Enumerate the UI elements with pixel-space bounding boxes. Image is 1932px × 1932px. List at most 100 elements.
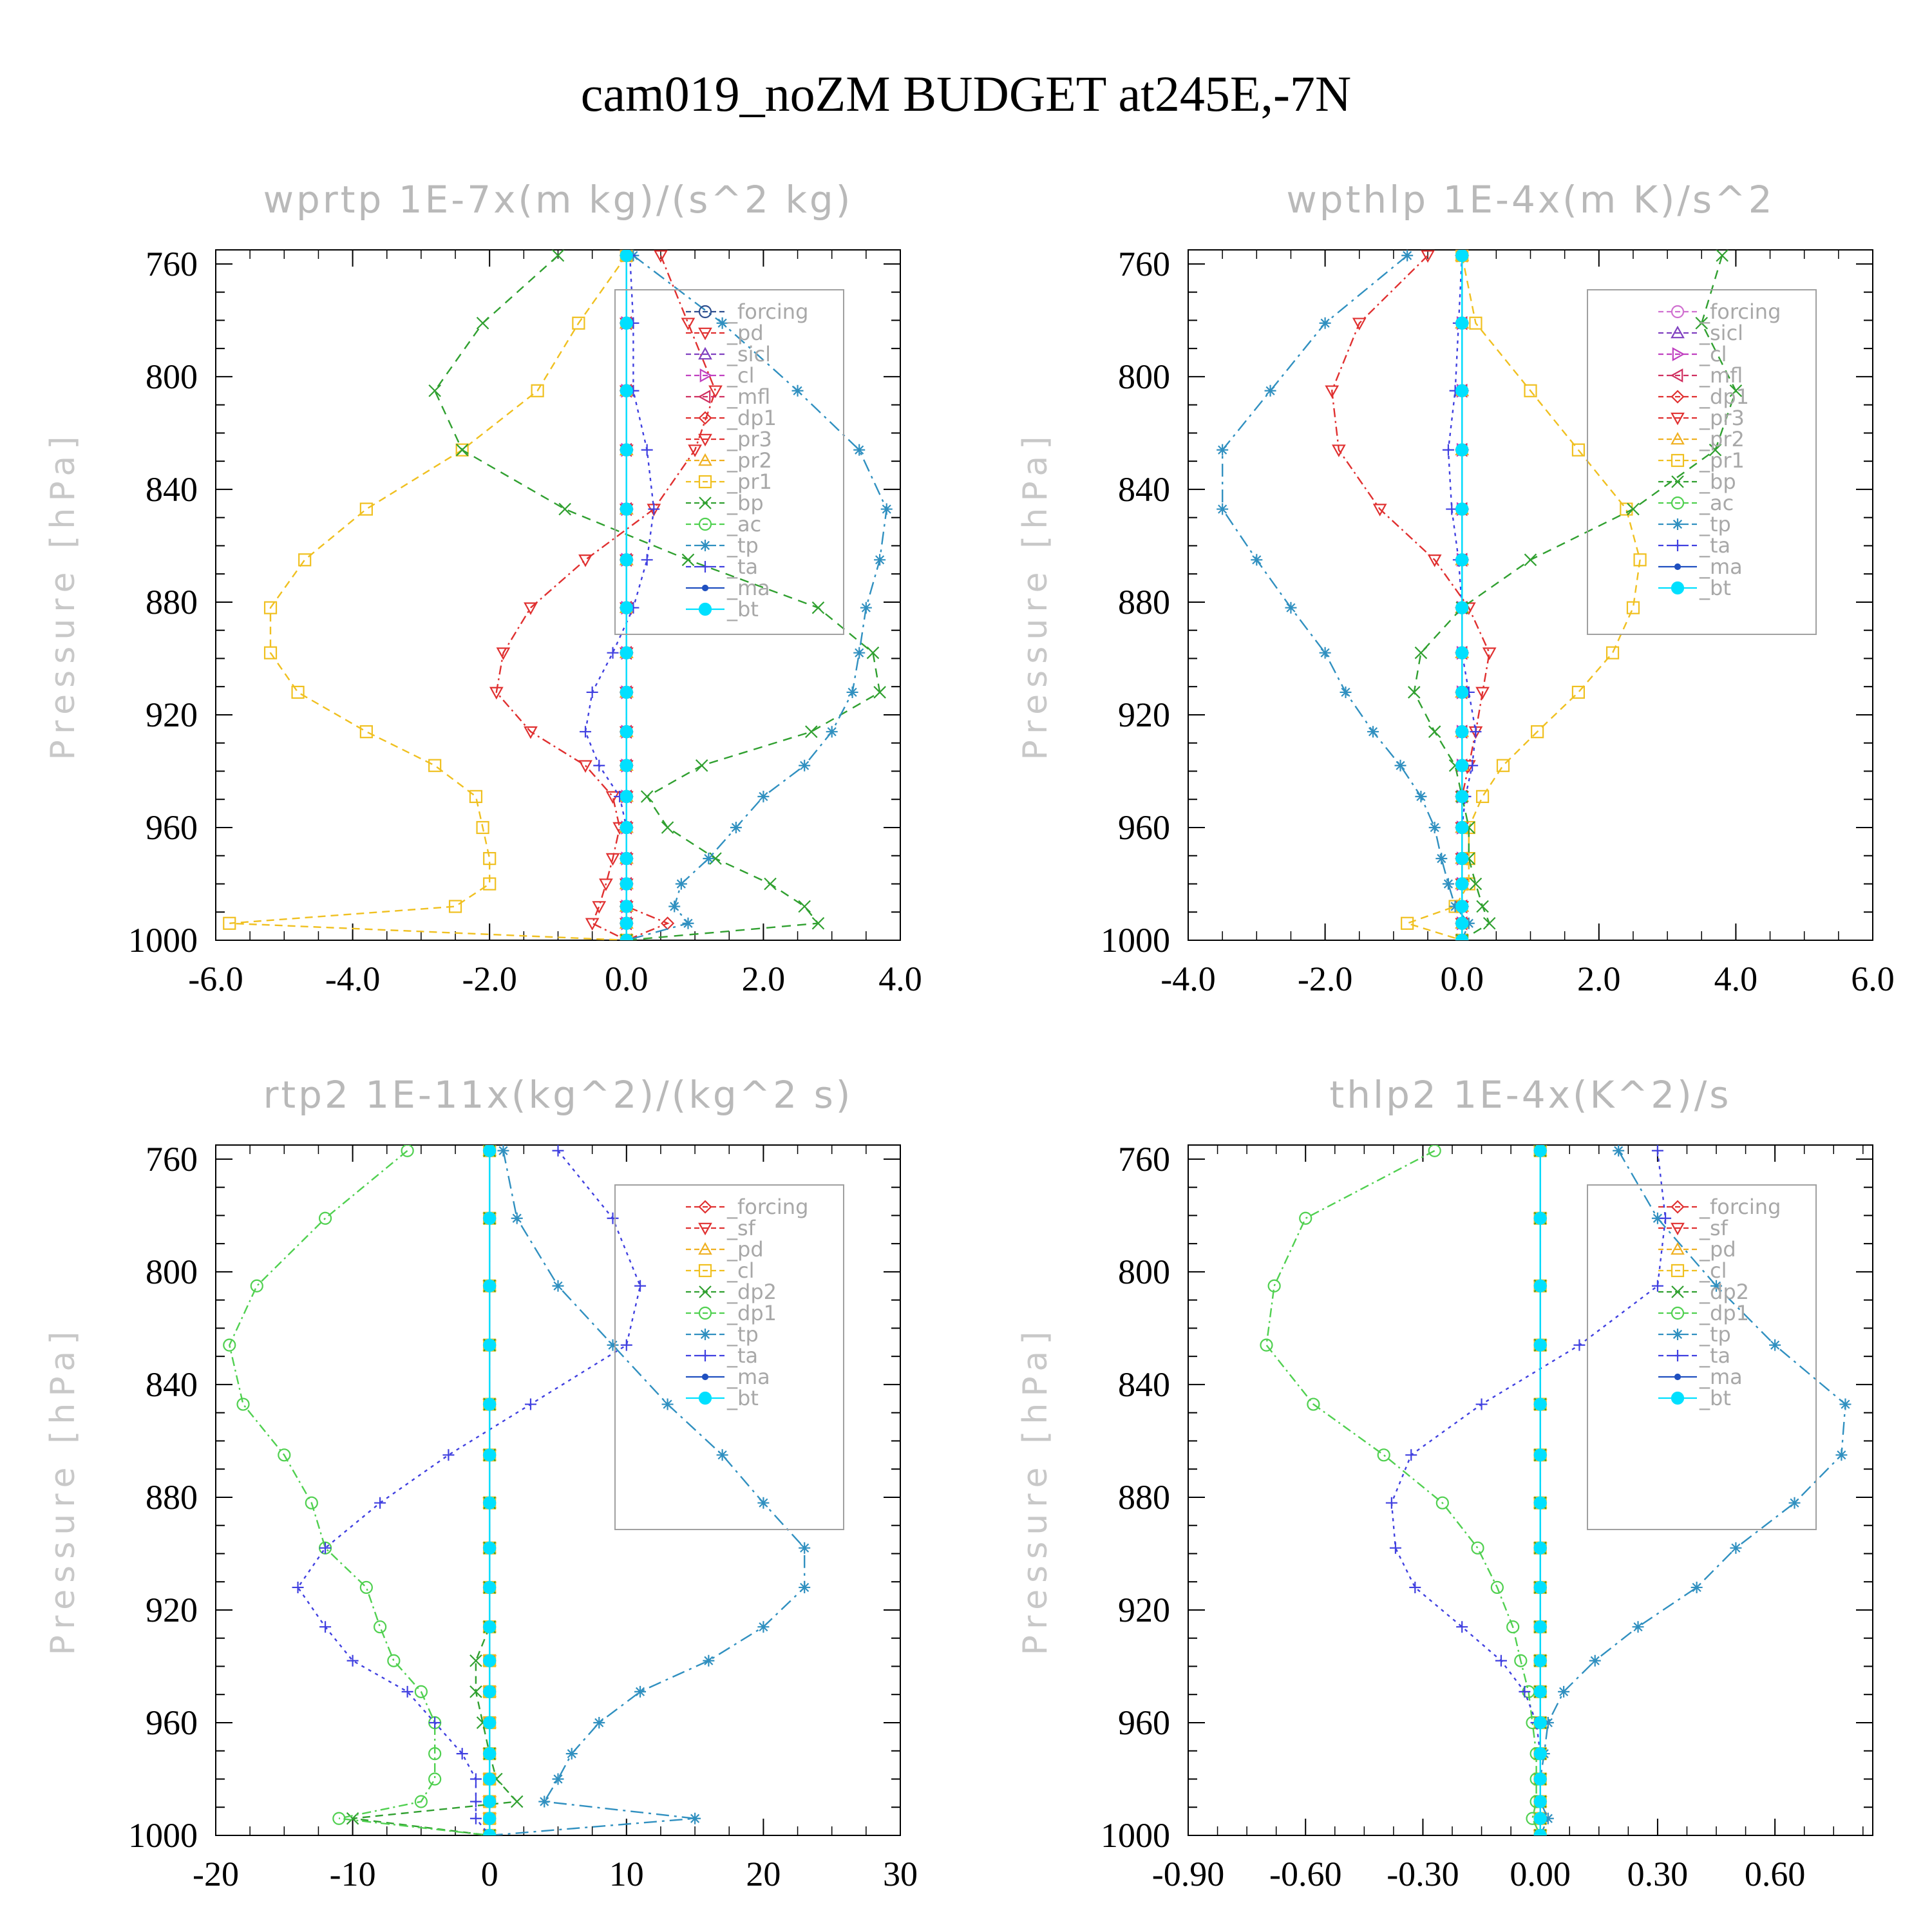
- series-tp-point: [757, 1497, 770, 1509]
- legend-forcing-point: [698, 1200, 712, 1214]
- legend-label: _ma: [1699, 554, 1743, 579]
- legend-ta-point: [1672, 540, 1683, 551]
- series-ta-point: [648, 503, 660, 515]
- y-tick-label: 840: [146, 1365, 198, 1404]
- series-line: [626, 254, 887, 940]
- legend-label: _forcing: [1699, 299, 1781, 324]
- series-bt-point: [1533, 1338, 1547, 1352]
- series-tp-point: [703, 853, 715, 865]
- series-dp1-point: [359, 1580, 373, 1595]
- x-tick-label: -10: [330, 1855, 376, 1893]
- y-axis-label: Pressure [hPa]: [44, 1325, 82, 1656]
- series-pr3-point: [585, 918, 600, 931]
- series-tp-point: [1285, 601, 1297, 614]
- series-dp2: [346, 1145, 524, 1835]
- series-dp1-point: [223, 1338, 236, 1352]
- x-tick-label: -20: [193, 1855, 239, 1893]
- legend-tp-point: [1672, 1329, 1683, 1340]
- series-ta-point: [1470, 726, 1482, 738]
- series-ta-point: [607, 647, 619, 659]
- legend-label: _bp: [1699, 469, 1736, 494]
- series-bt-point: [1455, 685, 1469, 699]
- series-pr3-point: [592, 901, 607, 914]
- series-tp-point: [1415, 790, 1427, 802]
- series-tp-point: [1589, 1654, 1601, 1667]
- series-bt-point: [1455, 852, 1469, 866]
- y-tick-label: 960: [146, 1703, 198, 1742]
- series-bt-point: [483, 1496, 497, 1510]
- series-dp1-point: [318, 1211, 332, 1225]
- series-line: [1331, 254, 1490, 940]
- series-tp-point: [1463, 917, 1475, 929]
- series-pr3-point: [688, 444, 702, 457]
- legend-ma-point: [1674, 1373, 1681, 1381]
- series-bt-point: [1455, 916, 1469, 930]
- legend-pr3-point: [1671, 412, 1685, 426]
- series-bt-point: [1455, 933, 1469, 940]
- series-tp-point: [1632, 1621, 1644, 1633]
- series-pr3-point: [605, 853, 620, 866]
- series-dp1-point: [414, 1685, 428, 1698]
- series-bt-point: [483, 1397, 497, 1411]
- series-tp-point: [799, 1542, 811, 1554]
- y-tick-label: 1000: [1101, 1816, 1170, 1855]
- series-tp-point: [511, 1212, 523, 1224]
- series-bt-point: [483, 1795, 497, 1808]
- y-tick-label: 880: [1118, 583, 1170, 621]
- legend-pr2-point: [1671, 431, 1685, 445]
- series-tp-point: [1442, 878, 1454, 890]
- legend-dp2-point: [1671, 1285, 1684, 1298]
- series-ta-point: [1651, 1145, 1663, 1157]
- legend-label: _pr1: [1699, 448, 1745, 473]
- series-tp-point: [799, 759, 811, 772]
- series-bp-point: [1408, 686, 1421, 699]
- y-tick-label: 800: [1118, 357, 1170, 396]
- series-dp1-point: [401, 1145, 414, 1157]
- series-pr1-point: [263, 601, 278, 614]
- plot-area: [1260, 1145, 1852, 1835]
- panel-1: wprtp 1E-7x(m kg)/(s^2 kg) Pressure [hPa]…: [44, 178, 922, 998]
- legend-label: _tp: [726, 533, 759, 558]
- series-tp-point: [607, 1339, 619, 1351]
- series-ta-point: [1573, 1339, 1586, 1351]
- series-pr1-point: [448, 900, 462, 913]
- series-tp-point: [1319, 647, 1331, 659]
- series-bt-point: [620, 933, 633, 940]
- legend: _forcing_sf_pd_cl_dp2_dp1_tp_ta_ma_bt: [614, 1184, 844, 1530]
- series-pr1-point: [291, 685, 305, 699]
- series-ta-point: [292, 1581, 304, 1593]
- series-bt-point: [483, 1747, 497, 1761]
- series-bt-point: [620, 502, 633, 516]
- series-tp-point: [716, 1449, 728, 1461]
- legend-ma-point: [701, 584, 709, 592]
- y-tick-label: 760: [1118, 1140, 1170, 1179]
- series-bp-point: [1469, 877, 1482, 891]
- legend-label: _bt: [726, 1386, 759, 1410]
- series-pr3-point: [1331, 444, 1346, 457]
- x-tick-label: 0.00: [1510, 1855, 1571, 1893]
- legend-sicl-point: [1671, 325, 1685, 339]
- series-tp-point: [1401, 250, 1414, 261]
- series-pr3-point: [489, 687, 504, 700]
- series-bp-point: [1428, 725, 1441, 738]
- series-ta-point: [586, 686, 598, 698]
- series-bt-point: [620, 790, 633, 803]
- series-bt-point: [483, 1772, 497, 1786]
- series-bt-point: [1455, 646, 1469, 659]
- series-bp-point: [1695, 316, 1709, 330]
- x-tick-label: 0.0: [1440, 960, 1484, 998]
- legend-label: _forcing: [1699, 1195, 1781, 1219]
- series-bp-point: [1414, 646, 1428, 659]
- series-bt-point: [620, 900, 633, 913]
- legend-bp-point: [1671, 475, 1684, 488]
- series-bt-point: [1455, 443, 1469, 457]
- series-line: [495, 255, 717, 940]
- legend-label: _sicl: [1699, 321, 1743, 345]
- legend-label: _ma: [726, 1365, 770, 1389]
- legend-pr1-point: [698, 475, 712, 489]
- x-tick-label: 0.60: [1745, 1855, 1806, 1893]
- series-tp-point: [1435, 853, 1448, 865]
- x-tick-label: -4.0: [325, 960, 380, 998]
- series-bp-point: [1524, 553, 1537, 567]
- legend-sf-point: [698, 1222, 712, 1236]
